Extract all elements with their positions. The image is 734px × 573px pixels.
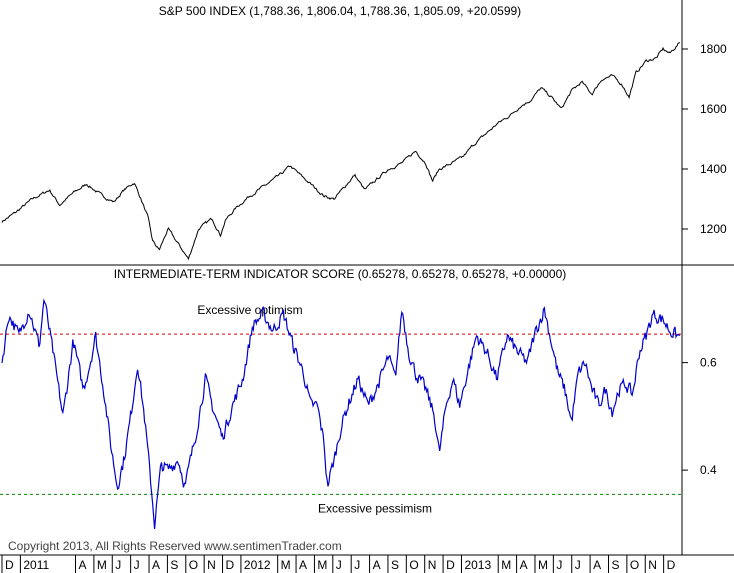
x-tick-label: M (317, 558, 327, 572)
x-tick-label: D (5, 558, 14, 572)
y-tick-label: 1200 (700, 222, 727, 236)
indicator-title: INTERMEDIATE-TERM INDICATOR SCORE (0.652… (114, 267, 567, 281)
x-tick-label: A (593, 558, 601, 572)
x-tick-label: J (575, 558, 581, 572)
x-tick-label: O (189, 558, 198, 572)
x-tick-label: J (134, 558, 140, 572)
chart-frame (0, 0, 734, 556)
x-tick-label: 2013 (464, 558, 491, 572)
x-tick-label: S (170, 558, 178, 572)
x-tick-label: 2011 (23, 558, 49, 572)
y-tick-label: 1800 (700, 42, 727, 56)
sp500-title: S&P 500 INDEX (1,788.36, 1,806.04, 1,788… (159, 4, 521, 18)
x-axis: D 2011 A M J J A S O N D 2012 M A M J J A S O N D 2013 M A M J J A S O… (1, 555, 676, 573)
x-tick-label: A (299, 558, 307, 572)
x-tick-label: O (630, 558, 639, 572)
x-tick-label: J (354, 558, 360, 572)
x-tick-label: A (152, 558, 160, 572)
x-tick-label: A (373, 558, 381, 572)
sp500-y-axis: 1200 1400 1600 1800 (682, 42, 727, 236)
x-tick-label: O (409, 558, 418, 572)
x-tick-label: D (446, 558, 455, 572)
x-tick-label: N (648, 558, 657, 572)
y-tick-label: 0.4 (700, 463, 717, 477)
x-tick-label: J (115, 558, 121, 572)
sp500-price-line (1, 42, 680, 261)
x-tick-label: M (501, 558, 511, 572)
x-tick-label: A (79, 558, 87, 572)
x-tick-label: J (336, 558, 342, 572)
x-tick-label: D (667, 558, 676, 572)
y-tick-label: 1600 (700, 102, 727, 116)
copyright-notice: Copyright 2013, All Rights Reserved www.… (8, 539, 342, 553)
indicator-reference-lines: Excessive optimism Excessive pessimism (0, 303, 682, 515)
indicator-y-axis: 0.4 0.6 (682, 356, 717, 477)
x-tick-label: D (226, 558, 235, 572)
y-tick-label: 0.6 (700, 356, 717, 370)
x-tick-label: A (520, 558, 528, 572)
x-tick-label: S (391, 558, 399, 572)
x-tick-label: 2012 (244, 558, 271, 572)
x-tick-label: J (556, 558, 562, 572)
indicator-score-line (1, 298, 681, 530)
y-tick-label: 1400 (700, 162, 727, 176)
x-tick-label: N (428, 558, 437, 572)
x-tick-label: M (97, 558, 107, 572)
pessimism-label: Excessive pessimism (318, 501, 432, 515)
optimism-label: Excessive optimism (197, 303, 302, 317)
x-tick-label: N (207, 558, 216, 572)
x-tick-label: S (611, 558, 619, 572)
x-tick-label: M (281, 558, 291, 572)
x-tick-label: M (538, 558, 548, 572)
